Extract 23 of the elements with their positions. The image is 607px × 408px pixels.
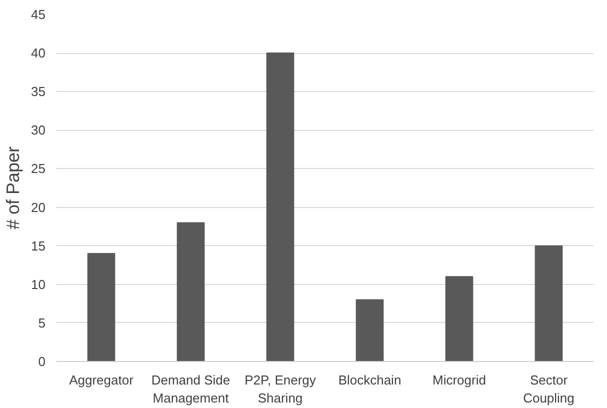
y-tick-label: 5 xyxy=(38,315,46,330)
bar xyxy=(445,276,474,362)
x-tick-label: Demand Side Management xyxy=(151,372,230,406)
y-axis-title: # of Paper xyxy=(3,146,24,230)
x-tick-label: P2P, Energy Sharing xyxy=(244,372,316,406)
y-tick-label: 40 xyxy=(31,46,46,61)
y-tick-label: 35 xyxy=(31,84,46,100)
x-tick-label: Microgrid xyxy=(432,372,486,388)
y-tick-label: 0 xyxy=(38,354,46,369)
x-tick-label: Blockchain xyxy=(338,372,402,388)
y-tick-label: 25 xyxy=(31,161,46,176)
bar xyxy=(87,253,116,362)
bar xyxy=(266,52,294,362)
y-tick-label: 30 xyxy=(31,122,46,138)
y-tick-label: 45 xyxy=(31,7,46,22)
y-tick-label: 20 xyxy=(31,200,46,215)
y-tick-label: 15 xyxy=(31,238,46,254)
bar xyxy=(534,245,563,362)
x-tick-label: Sector Coupling xyxy=(523,372,574,406)
bar xyxy=(176,222,205,362)
x-tick-label: Aggregator xyxy=(69,372,134,388)
y-tick-label: 10 xyxy=(31,276,46,292)
bar xyxy=(356,299,384,362)
